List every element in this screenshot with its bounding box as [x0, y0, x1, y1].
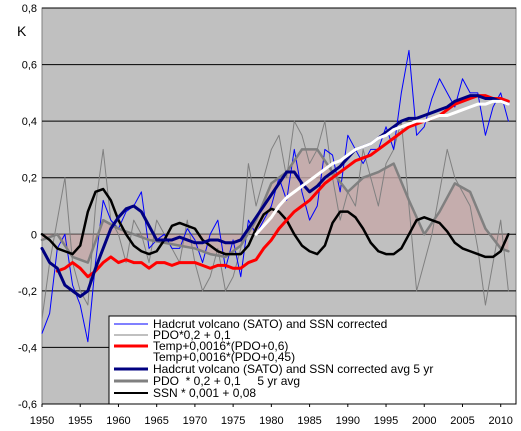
y-tick-label: 0,2 [22, 173, 37, 185]
series-line-thick-navy [40, 94, 510, 299]
legend-label-pdo-avg: PDO * 0,2 + 0,1 5 yr avg [153, 374, 300, 388]
y-tick-label: 0,4 [22, 116, 37, 128]
x-tick-label: 1990 [336, 415, 360, 427]
pdo-fill-area [42, 149, 509, 263]
y-tick-label: -0,4 [18, 342, 37, 354]
x-tick-label: 1950 [30, 415, 54, 427]
legend-label-temp-red: Temp+0,0016*(PDO+0,6) [153, 339, 288, 353]
series-line-thin-blue [41, 49, 509, 343]
y-tick-labels: -0,6 -0,4 -0,2 0 0,2 0,4 0,6 0,8 [18, 3, 37, 411]
x-tick-label: 1965 [144, 415, 168, 427]
y-tick-label: -0,2 [18, 286, 37, 298]
x-tick-label: 1960 [106, 415, 130, 427]
x-tick-labels: 1950 1955 1960 1965 1970 1975 1980 1985 1990 1995… [30, 404, 513, 427]
y-tick-label: -0,6 [18, 399, 37, 411]
legend-label-temp-white: Temp+0,0016*(PDO+0,45) [153, 350, 295, 364]
x-tick-label: 1970 [183, 415, 207, 427]
legend: Hadcrut volcano (SATO) and SSN corrected… [108, 315, 517, 405]
y-tick-label: 0,8 [22, 3, 37, 15]
x-tick-label: 2005 [450, 415, 474, 427]
x-tick-label: 1955 [68, 415, 92, 427]
x-tick-label: 1975 [221, 415, 245, 427]
series-line-thick-white [254, 99, 510, 236]
legend-label-pdo-thin: PDO*0,2 + 0,1 [153, 328, 231, 342]
y-axis-unit-label: K [17, 23, 27, 39]
series-layer [40, 49, 510, 343]
y-tick-label: 0 [31, 229, 37, 241]
legend-box [108, 315, 517, 405]
series-line-thin-gray [41, 120, 509, 320]
pdo-fill-polygon [42, 149, 509, 263]
y-tick-label: 0,6 [22, 60, 37, 72]
x-tick-label: 1995 [374, 415, 398, 427]
series-line-thick-gray [40, 148, 510, 264]
legend-label-hadcrut: Hadcrut volcano (SATO) and SSN corrected [153, 317, 387, 331]
x-tick-label: 2000 [412, 415, 436, 427]
x-tick-label: 1980 [259, 415, 283, 427]
x-tick-label: 1985 [297, 415, 321, 427]
x-tick-label: 2010 [488, 415, 512, 427]
legend-label-ssn: SSN * 0,001 + 0,08 [153, 386, 256, 400]
legend-label-hadcrut-avg: Hadcrut volcano (SATO) and SSN corrected… [153, 362, 433, 376]
